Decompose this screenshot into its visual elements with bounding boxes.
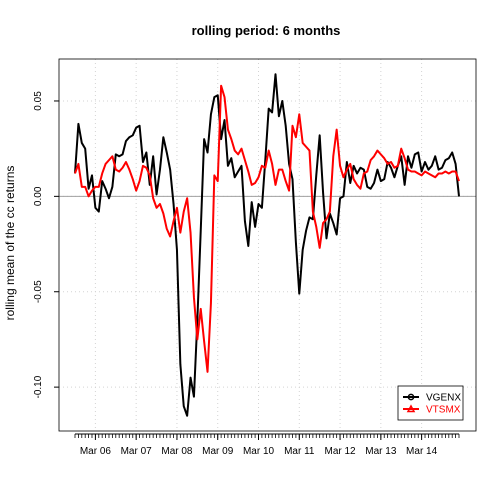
series-layer [74,73,460,417]
y-axis: -0.10 -0.05 0.00 0.05 [33,91,59,399]
plot-area-frame [58,58,477,432]
series-line-vtsmx [74,84,460,373]
series-line-vgenx [74,73,460,417]
legend-box [397,385,464,421]
x-tick-label: Mar 09 [202,446,234,457]
legend-vtsmx-label: VTSMX [426,405,461,416]
x-tick-label: Mar 07 [121,446,153,457]
x-tick-label: Mar 11 [284,446,315,457]
legend-vgenx-label: VGENX [426,393,461,404]
y-tick-label: -0.05 [33,280,44,303]
x-tick-label: Mar 08 [161,446,193,457]
x-tick-label: Mar 13 [365,446,397,457]
legend-vtsmx-marker [406,404,416,413]
x-axis: Mar 06 Mar 07 Mar 08 Mar 09 Mar 10 Mar 11 Mar … [74,433,460,457]
x-tick-label: Mar 14 [406,446,438,457]
y-tick-label: 0.05 [33,91,44,111]
y-tick-label: -0.10 [33,375,44,398]
y-axis-label: rolling mean of the cc returns [3,166,17,321]
x-tick-label: Mar 12 [324,446,356,457]
y-tick-label: 0.00 [33,186,44,206]
x-tick-label: Mar 10 [243,446,275,457]
chart-title: rolling period: 6 months [192,23,341,38]
legend-vgenx-marker [407,393,415,401]
x-tick-label: Mar 06 [80,446,112,457]
